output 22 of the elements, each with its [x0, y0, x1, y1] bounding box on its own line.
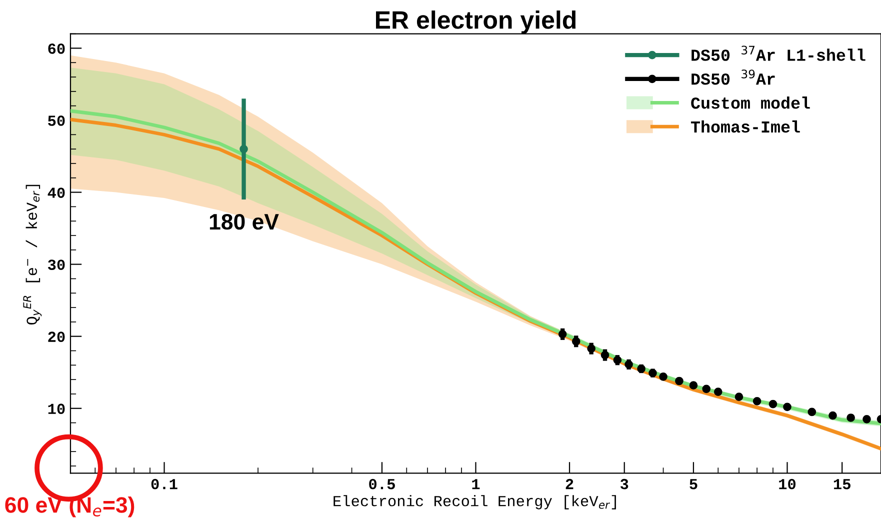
legend-label: DS50 $^{37}$Ar L1-shell — [692, 46, 866, 61]
x-tick-label: 15 — [834, 479, 850, 490]
x-tick-label: 0.1 — [151, 478, 178, 490]
x-tick-label: 1 — [472, 479, 480, 490]
y-tick-label: 30 — [48, 260, 65, 270]
x-tick-label: 10 — [779, 478, 796, 490]
legend-label: Custom model — [691, 96, 810, 109]
chart-title: ER electron yield — [376, 10, 576, 34]
x-tick-label: 5 — [690, 479, 698, 490]
x-tick-label: 0.5 — [369, 478, 395, 490]
x-tick-label: 3 — [620, 478, 628, 490]
y-tick-label: 60 — [48, 44, 65, 54]
legend-label: DS50 $^{39}$Ar — [692, 70, 775, 85]
annotation: 180 eV — [210, 214, 279, 230]
legend-label: Thomas-Imel — [690, 120, 800, 133]
y-tick-label: 40 — [48, 188, 65, 198]
x-tick-label: 2 — [566, 478, 574, 490]
y-tick-label: 10 — [48, 404, 65, 414]
text: Q$_{y}$$^{ER}$ [e$^{−}$ / keV$_{er}$] — [23, 184, 42, 325]
y-tick-label: 20 — [48, 332, 65, 342]
x-axis-title: Electronic Recoil Energy [keV$_{er}$] — [334, 495, 616, 510]
y-tick-label: 50 — [48, 116, 65, 126]
